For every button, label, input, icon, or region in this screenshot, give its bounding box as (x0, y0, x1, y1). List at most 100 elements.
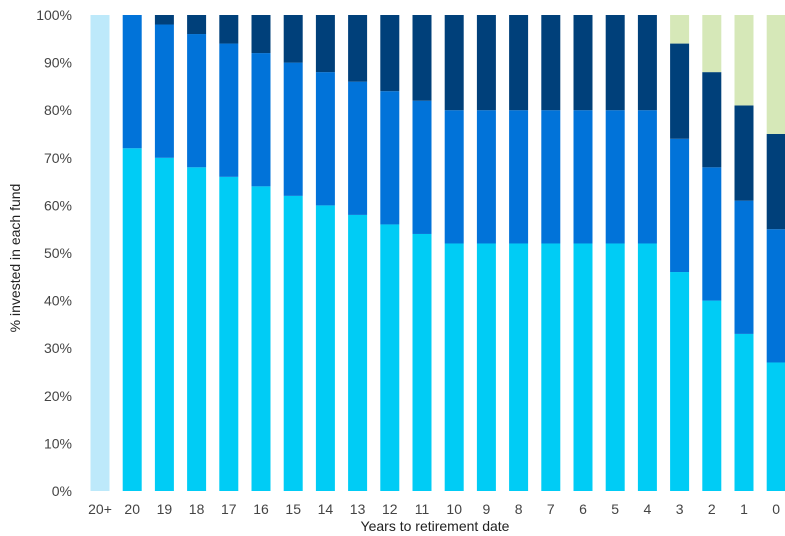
bar-segment (251, 15, 271, 54)
x-tick-label: 4 (644, 501, 652, 517)
bar-segment (412, 15, 432, 101)
bars (90, 15, 785, 492)
bar-segment (509, 110, 529, 244)
y-tick-label: 60% (44, 197, 72, 213)
bar-segment (380, 15, 400, 92)
bar-segment (444, 15, 464, 111)
bar-segment (766, 134, 785, 230)
bar-segment (251, 186, 271, 492)
y-tick-label: 50% (44, 245, 72, 261)
x-tick-label: 20 (124, 501, 140, 517)
bar-segment (702, 300, 722, 491)
bar-segment (573, 110, 593, 244)
x-tick-label: 17 (221, 501, 237, 517)
y-tick-label: 90% (44, 55, 72, 71)
bar-segment (122, 15, 142, 149)
x-tick-label: 16 (253, 501, 269, 517)
bar-segment (315, 205, 335, 491)
y-tick-label: 20% (44, 388, 72, 404)
x-tick-label: 9 (483, 501, 491, 517)
y-tick-label: 10% (44, 435, 72, 451)
bar-segment (251, 53, 271, 187)
bar-segment (734, 15, 754, 106)
bar-segment (348, 214, 368, 492)
y-axis-label: % invested in each fund (7, 184, 23, 333)
x-tick-label: 15 (285, 501, 301, 517)
x-tick-label: 11 (415, 501, 430, 517)
bar-segment (509, 243, 529, 491)
bar-segment (219, 176, 239, 491)
bar-segment (283, 62, 303, 196)
bar-segment (90, 15, 110, 491)
y-tick-label: 40% (44, 293, 72, 309)
bar-segment (412, 100, 432, 234)
bar-segment (444, 110, 464, 244)
x-tick-label: 5 (611, 501, 619, 517)
bar-segment (734, 105, 754, 201)
bar-segment (573, 243, 593, 491)
bar-segment (573, 15, 593, 111)
bar-segment (348, 81, 368, 215)
bar-segment (122, 148, 142, 491)
bar-segment (476, 15, 496, 111)
x-tick-label: 7 (547, 501, 555, 517)
bar-segment (670, 272, 690, 491)
bar-segment (154, 157, 174, 492)
bar-segment (734, 333, 754, 491)
x-tick-label: 18 (189, 501, 205, 517)
x-tick-label: 14 (318, 501, 334, 517)
bar-segment (154, 15, 174, 25)
bar-segment (605, 110, 625, 244)
bar-segment (476, 243, 496, 491)
bar-segment (766, 15, 785, 134)
y-tick-label: 80% (44, 102, 72, 118)
y-tick-label: 0% (52, 483, 72, 499)
x-tick-label: 1 (740, 501, 748, 517)
bar-segment (187, 15, 207, 35)
bar-segment (444, 243, 464, 491)
bar-segment (637, 243, 657, 491)
x-tick-label: 10 (446, 501, 462, 517)
bar-segment (283, 195, 303, 491)
bar-segment (541, 243, 561, 491)
x-tick-label: 0 (772, 501, 780, 517)
bar-segment (702, 72, 722, 168)
bar-segment (670, 138, 690, 273)
bar-segment (348, 15, 368, 82)
bar-segment (154, 24, 174, 158)
x-tick-label: 2 (708, 501, 716, 517)
bar-segment (187, 167, 207, 491)
bar-segment (702, 15, 722, 73)
y-tick-label: 30% (44, 340, 72, 356)
y-tick-label: 100% (36, 7, 72, 23)
bar-segment (637, 15, 657, 111)
bar-segment (380, 91, 400, 225)
bar-segment (219, 43, 239, 177)
bar-segment (476, 110, 496, 244)
x-tick-label: 8 (515, 501, 523, 517)
bar-segment (766, 362, 785, 491)
bar-segment (380, 224, 400, 491)
bar-segment (541, 110, 561, 244)
x-tick-label: 19 (157, 501, 173, 517)
y-axis-ticks: 0% 10% 20% 30% 40% 50% 60% 70% 80% 90% 100% (36, 7, 72, 499)
bar-segment (637, 110, 657, 244)
y-tick-label: 70% (44, 150, 72, 166)
x-tick-label: 3 (676, 501, 684, 517)
bar-segment (187, 34, 207, 168)
bar-segment (509, 15, 529, 111)
bar-segment (219, 15, 239, 44)
x-tick-label: 6 (579, 501, 587, 517)
bar-segment (412, 233, 432, 491)
bar-segment (283, 15, 303, 63)
x-tick-label: 13 (350, 501, 366, 517)
bar-segment (670, 15, 690, 44)
bar-segment (702, 167, 722, 301)
bar-segment (315, 15, 335, 73)
bar-segment (670, 43, 690, 139)
bar-segment (605, 243, 625, 491)
bar-segment (766, 229, 785, 363)
bar-segment (541, 15, 561, 111)
x-tick-label: 12 (382, 501, 398, 517)
